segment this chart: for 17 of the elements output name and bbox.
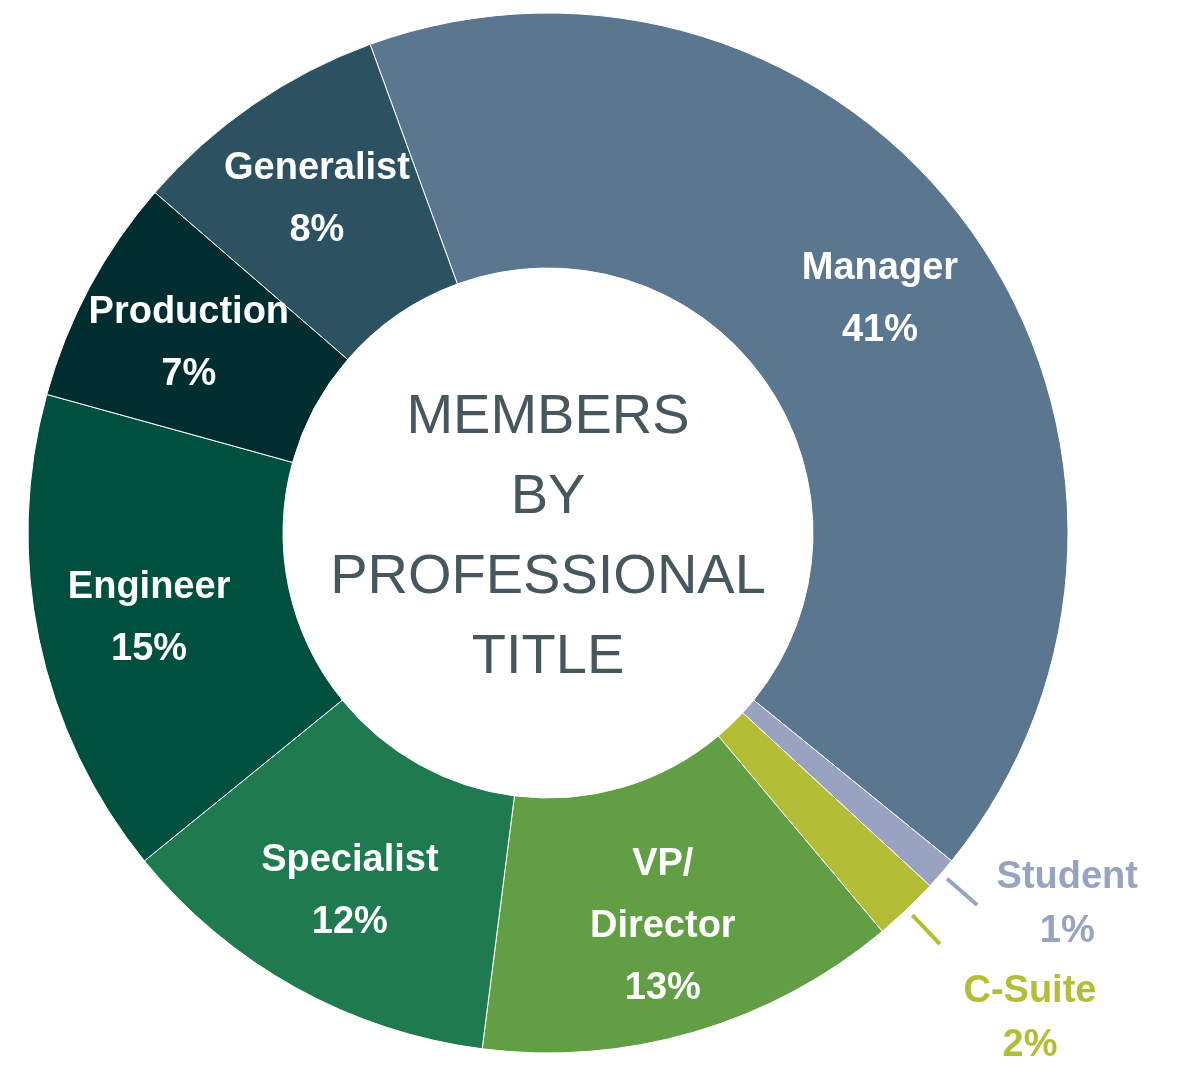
data-label: 8% [289,207,345,250]
slice-label: C-Suite [963,968,1097,1011]
slice-label: Production [88,288,290,331]
data-label: 13% [624,964,701,1007]
slice-label: Generalist [223,145,411,188]
data-label: 2% [1002,1022,1058,1065]
slice-label: Engineer [67,564,231,607]
slice-label: Student [996,853,1139,896]
slice-label: Manager [801,244,959,287]
data-label: 1% [1039,907,1095,950]
data-label: 15% [111,626,188,669]
text: MEMBERS BY PROFESSIONAL TITLE [330,381,766,685]
data-label: 12% [311,899,388,942]
slice-label: Specialist [261,837,439,880]
data-label: 41% [841,306,918,349]
slice-label: VP/ Director [589,840,736,945]
data-label: 7% [161,350,217,393]
